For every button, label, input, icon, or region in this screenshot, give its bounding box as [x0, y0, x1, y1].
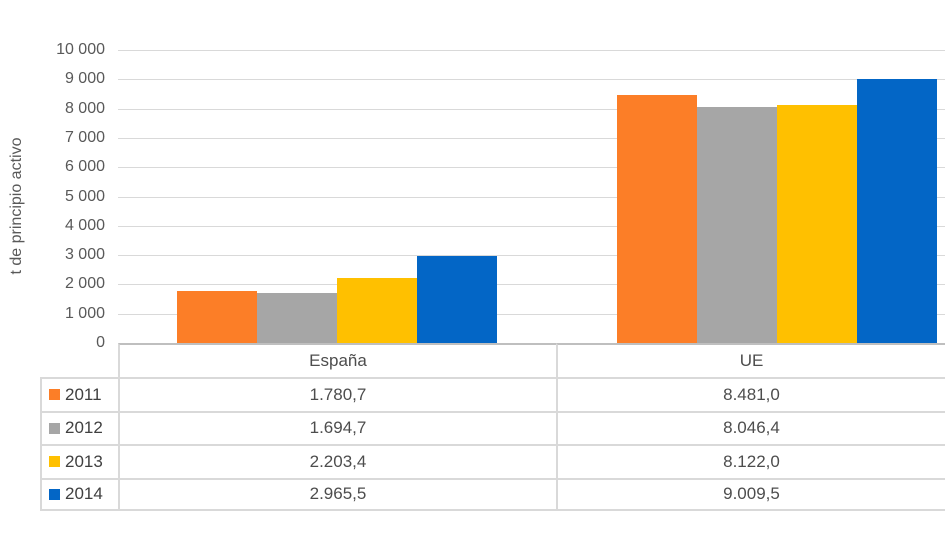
gridline — [118, 196, 945, 198]
gridline — [118, 50, 945, 51]
table-row-2011: 2011 1.780,7 8.481,0 — [40, 377, 945, 411]
bar-2011-UE — [617, 94, 697, 343]
legend-item-2011: 2011 — [40, 377, 118, 411]
value-espana-2013: 2.203,4 — [118, 444, 556, 478]
value-ue-2014: 9.009,5 — [556, 477, 945, 511]
gridline — [118, 255, 945, 257]
legend-item-2012: 2012 — [40, 410, 118, 444]
y-tick-label: 0 — [96, 334, 105, 351]
legend-swatch-2011 — [49, 389, 60, 401]
y-tick-label: 7 000 — [64, 128, 105, 146]
value-ue-2012: 8.046,4 — [556, 410, 945, 444]
legend-year-label: 2011 — [65, 384, 102, 404]
legend-swatch-2012 — [49, 422, 60, 434]
y-tick-label: 1 000 — [64, 304, 105, 322]
gridline — [118, 313, 945, 315]
y-tick-label: 3 000 — [64, 246, 105, 264]
column-header-ue: UE — [556, 343, 945, 377]
bar-2014-España — [417, 256, 497, 343]
bar-2011-España — [177, 290, 257, 343]
table-row-2014: 2014 2.965,5 9.009,5 — [40, 477, 945, 511]
data-table: España UE 2011 1.780,7 8.481,0 2012 1.69… — [40, 343, 945, 511]
bar-2013-UE — [777, 105, 857, 343]
table-corner-cell — [40, 343, 118, 377]
value-ue-2011: 8.481,0 — [556, 377, 945, 411]
legend-item-2013: 2013 — [40, 444, 118, 478]
gridline — [118, 225, 945, 227]
y-tick-label: 6 000 — [64, 158, 105, 176]
bar-2012-UE — [697, 107, 777, 343]
bar-2014-UE — [857, 79, 937, 343]
table-row-2012: 2012 1.694,7 8.046,4 — [40, 410, 945, 444]
y-tick-label: 9 000 — [64, 70, 105, 88]
value-espana-2014: 2.965,5 — [118, 477, 556, 511]
legend-year-label: 2013 — [65, 451, 103, 471]
y-tick-label: 10 000 — [56, 41, 105, 58]
legend-item-2014: 2014 — [40, 477, 118, 511]
gridline — [118, 167, 945, 169]
y-tick-label: 8 000 — [64, 99, 105, 117]
y-tick-label: 2 000 — [64, 275, 105, 293]
table-row-2013: 2013 2.203,4 8.122,0 — [40, 444, 945, 478]
legend-year-label: 2012 — [65, 418, 103, 438]
y-tick-label: 5 000 — [64, 187, 105, 205]
bar-2012-España — [257, 293, 337, 343]
column-header-espana: España — [118, 343, 556, 377]
legend-swatch-2014 — [49, 488, 60, 500]
value-espana-2011: 1.780,7 — [118, 377, 556, 411]
gridline — [118, 284, 945, 286]
value-espana-2012: 1.694,7 — [118, 410, 556, 444]
gridline — [118, 79, 945, 81]
legend-swatch-2013 — [49, 456, 60, 468]
y-tick-label: 4 000 — [64, 216, 105, 234]
table-header-row: España UE — [40, 343, 945, 377]
value-ue-2013: 8.122,0 — [556, 444, 945, 478]
legend-year-label: 2014 — [65, 484, 103, 504]
gridline — [118, 137, 945, 139]
bar-2013-España — [337, 278, 417, 343]
gridline — [118, 108, 945, 110]
